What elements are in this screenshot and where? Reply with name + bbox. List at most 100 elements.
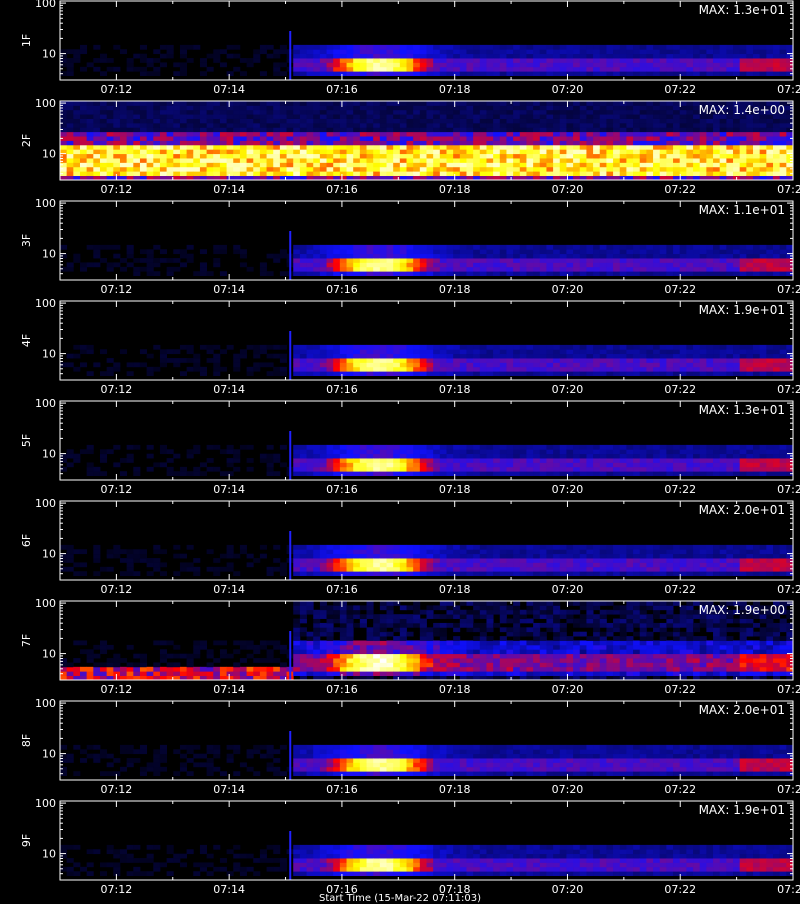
- heatmap-cell: [360, 362, 367, 367]
- heatmap-cell: [653, 123, 660, 128]
- heatmap-cell: [773, 454, 780, 459]
- heatmap-cell: [167, 114, 174, 119]
- heatmap-cell: [566, 62, 573, 67]
- heatmap-cell: [153, 258, 160, 263]
- heatmap-cell: [686, 467, 693, 472]
- heatmap-cell: [367, 445, 374, 450]
- heatmap-cell: [700, 362, 707, 367]
- heatmap-cell: [367, 123, 374, 128]
- heatmap-cell: [506, 45, 513, 50]
- heatmap-cell: [593, 467, 600, 472]
- heatmap-cell: [240, 136, 247, 141]
- heatmap-cell: [533, 62, 540, 67]
- heatmap-cell: [526, 162, 533, 167]
- heatmap-cell: [147, 149, 154, 154]
- heatmap-cell: [540, 67, 547, 72]
- heatmap-cell: [333, 558, 340, 563]
- heatmap-cell: [533, 345, 540, 350]
- heatmap-cell: [473, 119, 480, 124]
- heatmap-cell: [600, 158, 607, 163]
- heatmap-cell: [393, 136, 400, 141]
- heatmap-cell: [493, 54, 500, 59]
- heatmap-cell: [660, 114, 667, 119]
- heatmap-cell: [180, 249, 187, 254]
- heatmap-cell: [233, 367, 240, 372]
- heatmap-cell: [446, 58, 453, 63]
- heatmap-cell: [726, 449, 733, 454]
- heatmap-cell: [733, 54, 740, 59]
- heatmap-cell: [720, 58, 727, 63]
- heatmap-cell: [473, 136, 480, 141]
- heatmap-cell: [706, 462, 713, 467]
- heatmap-cell: [400, 245, 407, 250]
- heatmap-cell: [686, 358, 693, 363]
- heatmap-cell: [67, 454, 74, 459]
- heatmap-cell: [693, 371, 700, 376]
- heatmap-cell: [640, 67, 647, 72]
- heatmap-cell: [433, 154, 440, 159]
- heatmap-cell: [626, 267, 633, 272]
- heatmap-cell: [107, 554, 114, 559]
- heatmap-cell: [180, 171, 187, 176]
- heatmap-cell: [480, 345, 487, 350]
- heatmap-cell: [133, 171, 140, 176]
- heatmap-cell: [267, 119, 274, 124]
- heatmap-cell: [373, 258, 380, 263]
- heatmap-cell: [666, 101, 673, 106]
- heatmap-cell: [593, 454, 600, 459]
- heatmap-cell: [440, 167, 447, 172]
- heatmap-cell: [520, 467, 527, 472]
- heatmap-cell: [453, 67, 460, 72]
- heatmap-cell: [740, 267, 747, 272]
- heatmap-cell: [560, 171, 567, 176]
- x-tick-label: 07:24: [777, 183, 800, 196]
- heatmap-cell: [80, 105, 87, 110]
- heatmap-cell: [133, 54, 140, 59]
- heatmap-cell: [407, 101, 414, 106]
- heatmap-cell: [500, 167, 507, 172]
- heatmap-cell: [653, 367, 660, 372]
- heatmap-cell: [280, 571, 287, 576]
- heatmap-cell: [553, 105, 560, 110]
- heatmap-cell: [167, 167, 174, 172]
- heatmap-cell: [393, 114, 400, 119]
- heatmap-cell: [466, 445, 473, 450]
- heatmap-cell: [713, 371, 720, 376]
- heatmap-cell: [766, 136, 773, 141]
- heatmap-cell: [280, 462, 287, 467]
- heatmap-cell: [720, 449, 727, 454]
- heatmap-cell: [633, 471, 640, 476]
- heatmap-cell: [680, 249, 687, 254]
- heatmap-cell: [466, 167, 473, 172]
- heatmap-cell: [626, 445, 633, 450]
- heatmap-cell: [673, 258, 680, 263]
- heatmap-cell: [640, 136, 647, 141]
- heatmap-cell: [327, 558, 334, 563]
- heatmap-cell: [293, 101, 300, 106]
- heatmap-cell: [593, 458, 600, 463]
- heatmap-cell: [560, 123, 567, 128]
- heatmap-cell: [453, 154, 460, 159]
- heatmap-cell: [213, 105, 220, 110]
- heatmap-cell: [387, 114, 394, 119]
- heatmap-cell: [353, 71, 360, 76]
- heatmap-cell: [613, 458, 620, 463]
- heatmap-cell: [540, 245, 547, 250]
- heatmap-cell: [446, 258, 453, 263]
- heatmap-cell: [546, 71, 553, 76]
- heatmap-cell: [600, 62, 607, 67]
- heatmap-cell: [573, 467, 580, 472]
- heatmap-cell: [120, 114, 127, 119]
- heatmap-cell: [613, 267, 620, 272]
- heatmap-cell: [293, 110, 300, 115]
- heatmap-cell: [320, 354, 327, 359]
- heatmap-cell: [633, 271, 640, 276]
- heatmap-cell: [780, 162, 787, 167]
- heatmap-cell: [513, 254, 520, 259]
- heatmap-cell: [440, 458, 447, 463]
- heatmap-cell: [433, 258, 440, 263]
- heatmap-cell: [626, 349, 633, 354]
- heatmap-cell: [127, 567, 134, 572]
- heatmap-cell: [173, 145, 180, 150]
- heatmap-cell: [300, 562, 307, 567]
